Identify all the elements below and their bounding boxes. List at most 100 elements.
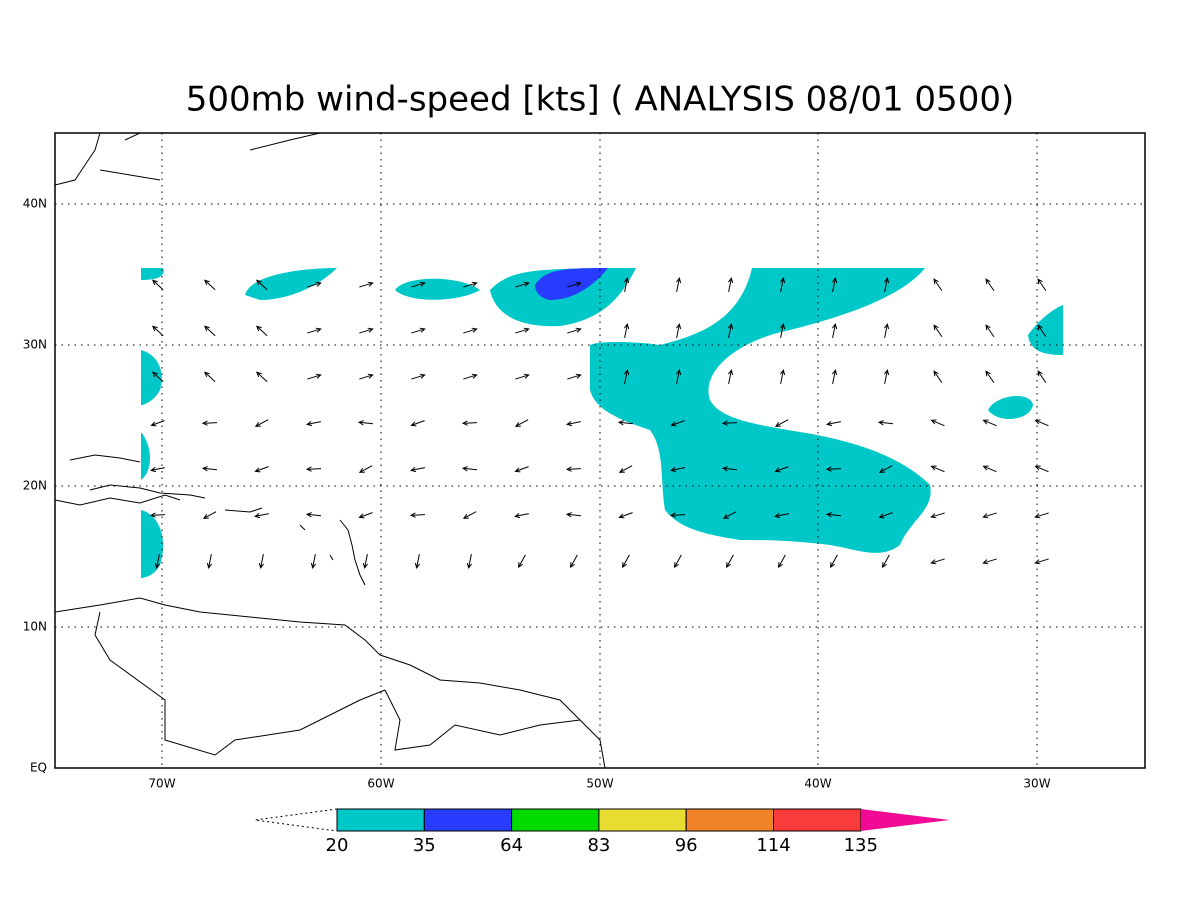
wind-arrow — [463, 373, 478, 380]
wind-arrow — [618, 465, 633, 473]
wind-arrow — [409, 512, 426, 518]
wind-arrow — [255, 279, 268, 291]
coastlines — [55, 133, 606, 768]
wind-arrow — [878, 512, 893, 519]
wind-arrow — [985, 370, 995, 384]
wind-arrow — [623, 369, 630, 384]
wind-arrow — [1034, 419, 1049, 427]
wind-arrow — [726, 554, 734, 569]
wind-arrow — [410, 420, 425, 427]
wind-arrow — [930, 512, 945, 519]
wind-arrow — [206, 554, 213, 569]
wind-arrow — [258, 554, 265, 569]
wind-vectors — [149, 277, 1049, 569]
wind-arrow — [623, 277, 630, 292]
wind-arrow — [306, 420, 321, 427]
wind-arrow — [1037, 324, 1047, 338]
wind-arrow — [669, 512, 686, 518]
wind-arrow — [567, 373, 582, 380]
colorbar-high-end — [860, 809, 950, 831]
wind-arrow — [254, 512, 269, 519]
wind-arrow — [779, 323, 786, 338]
colorbar-box — [336, 808, 425, 832]
wind-arrow — [201, 466, 218, 472]
colorbar-box — [598, 808, 687, 832]
wind-arrow — [149, 512, 166, 518]
lat-label: EQ — [30, 761, 47, 775]
wind-arrow — [514, 466, 529, 473]
wind-arrow — [358, 465, 373, 473]
wind-arrow — [727, 369, 734, 384]
colorbar-label: 96 — [675, 835, 698, 856]
lon-label: 60W — [367, 777, 394, 791]
wind-arrow — [779, 277, 786, 292]
wind-arrow — [566, 420, 581, 427]
wind-arrow — [883, 369, 890, 384]
wind-arrow — [774, 512, 789, 519]
wind-arrow — [202, 511, 217, 519]
wind-arrow — [883, 277, 890, 292]
wind-arrow — [1037, 370, 1047, 384]
colorbar-label: 20 — [326, 835, 349, 856]
wind-arrow — [721, 466, 738, 472]
wind-arrow — [982, 465, 997, 473]
wind-arrow — [565, 466, 582, 472]
wind-arrow — [201, 420, 218, 426]
wind-arrow — [670, 420, 685, 427]
wind-arrow — [570, 554, 578, 569]
wind-arrow — [1037, 278, 1047, 292]
wind-arrow — [362, 554, 369, 569]
colorbar-box — [511, 808, 600, 832]
colorbar-box — [685, 808, 775, 832]
wind-arrow — [930, 465, 945, 473]
wind-arrow — [779, 369, 786, 384]
lat-label: 20N — [23, 479, 47, 493]
colorbar: 20 35 64 83 96 114 135 — [254, 808, 950, 856]
wind-arrow — [883, 323, 890, 338]
wind-arrow — [463, 327, 478, 334]
wind-arrow — [623, 323, 630, 338]
wind-arrow — [565, 512, 582, 518]
wind-arrow — [727, 277, 734, 292]
wind-arrow — [150, 420, 165, 427]
colorbar-label: 83 — [587, 835, 610, 856]
wind-arrow — [255, 371, 268, 383]
lon-label: 30W — [1023, 777, 1050, 791]
map-title: 500mb wind-speed [kts] ( ANALYSIS 08/01 … — [186, 80, 1014, 120]
wind-arrow — [359, 327, 374, 334]
wind-arrow — [985, 324, 995, 338]
wind-arrow — [774, 419, 789, 427]
wind-arrow — [982, 558, 997, 565]
wind-arrow — [514, 512, 529, 519]
wind-arrow — [254, 419, 269, 427]
wind-arrow — [410, 466, 425, 473]
wind-arrow — [305, 512, 322, 518]
wind-arrow — [774, 466, 789, 473]
lat-label: 10N — [23, 620, 47, 634]
wind-shading — [141, 268, 1063, 578]
wind-arrow — [305, 466, 322, 472]
lon-label: 40W — [804, 777, 831, 791]
wind-arrow — [414, 554, 421, 569]
wind-arrow — [933, 278, 943, 292]
wind-arrow — [727, 323, 734, 338]
wind-arrow — [461, 420, 478, 426]
colorbar-box — [773, 808, 862, 832]
wind-arrow — [722, 511, 737, 519]
wind-arrow — [203, 371, 216, 383]
wind-arrow — [670, 466, 685, 473]
map-frame — [54, 132, 1146, 769]
wind-arrow — [307, 281, 322, 288]
wind-arrow — [151, 325, 164, 337]
wind-arrow — [515, 281, 530, 288]
wind-arrow — [982, 512, 997, 519]
wind-arrow — [254, 466, 269, 473]
wind-arrow — [933, 324, 943, 338]
wind-arrow — [675, 277, 682, 292]
wind-arrow — [411, 281, 426, 288]
wind-arrow — [154, 554, 161, 569]
wind-arrow — [359, 281, 374, 288]
colorbar-label: 135 — [844, 835, 878, 856]
wind-arrow — [831, 369, 838, 384]
wind-arrow — [518, 554, 526, 569]
